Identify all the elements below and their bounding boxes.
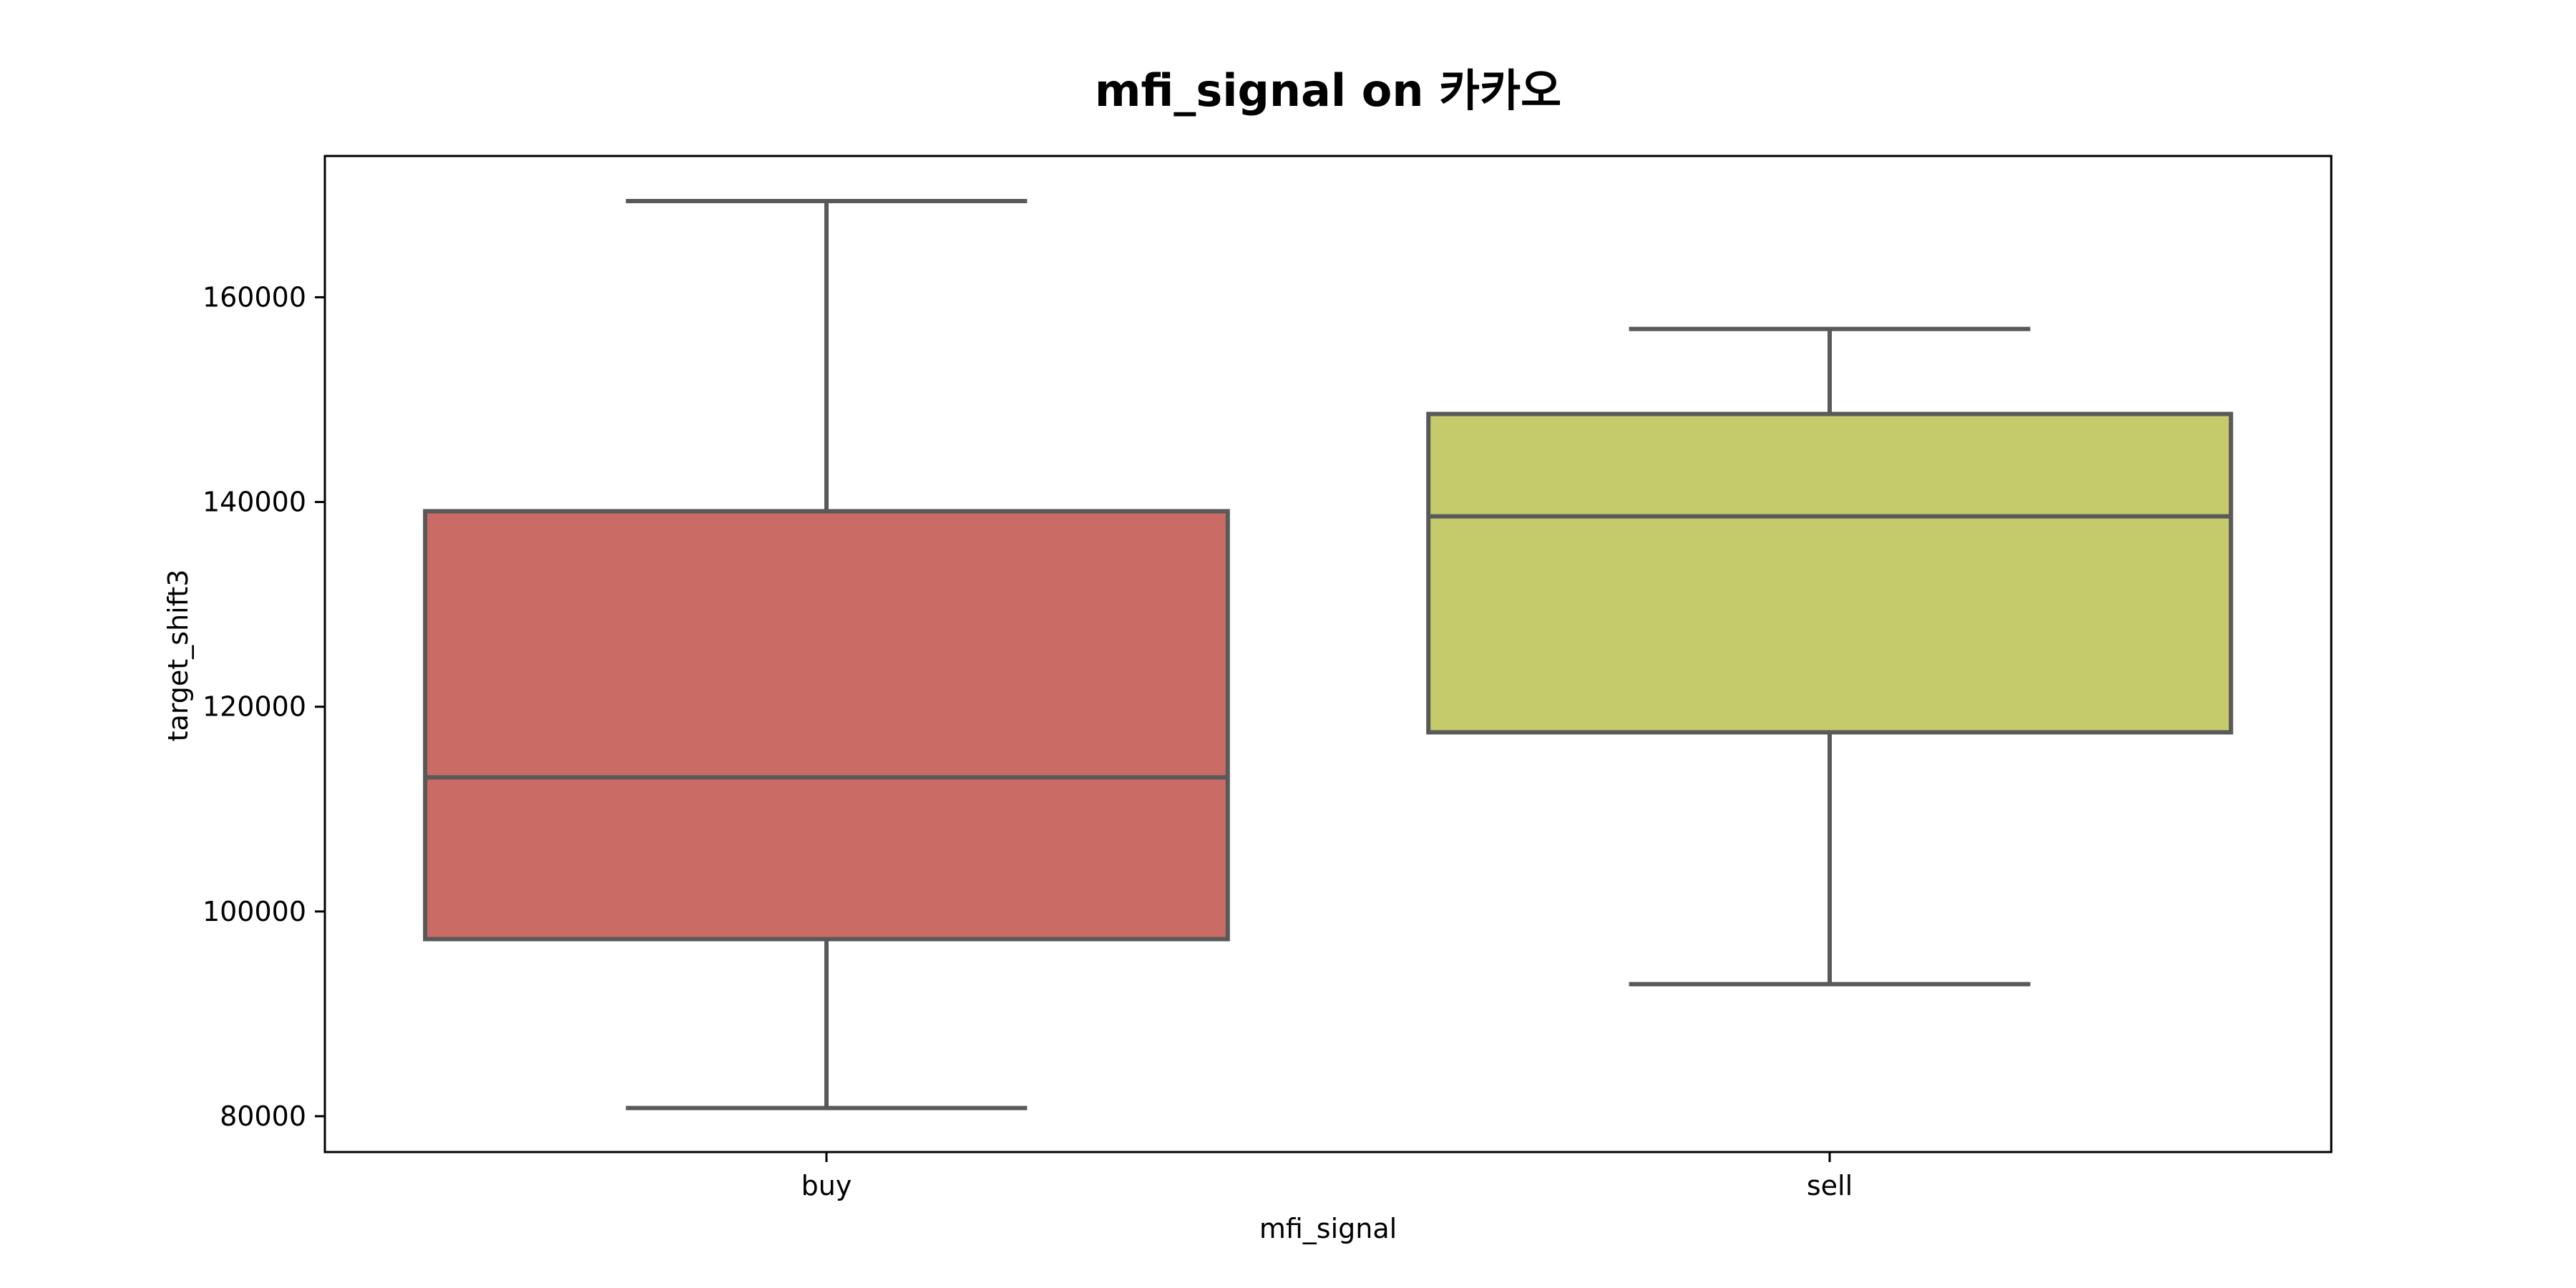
y-tick-label: 80000: [220, 1101, 306, 1132]
box-sell: [1426, 411, 2233, 735]
x-tick-label: buy: [801, 1170, 852, 1201]
chart-title: mfi_signal on 카카오: [1095, 64, 1561, 117]
y-tick-label: 100000: [203, 896, 306, 927]
y-axis: 80000 100000 120000 140000 160000: [203, 281, 325, 1132]
box-buy: [423, 509, 1230, 942]
y-axis-label: target_shift3: [162, 570, 194, 742]
x-axis: buy sell: [801, 1152, 1853, 1201]
plot-frame: [323, 155, 2333, 1153]
x-axis-label: mfi_signal: [1259, 1213, 1397, 1244]
box-group: [423, 198, 2233, 1111]
y-tick-label: 120000: [203, 691, 306, 723]
y-tick-label: 160000: [203, 281, 306, 313]
x-tick-label: sell: [1807, 1170, 1853, 1201]
y-tick-label: 140000: [203, 487, 306, 518]
